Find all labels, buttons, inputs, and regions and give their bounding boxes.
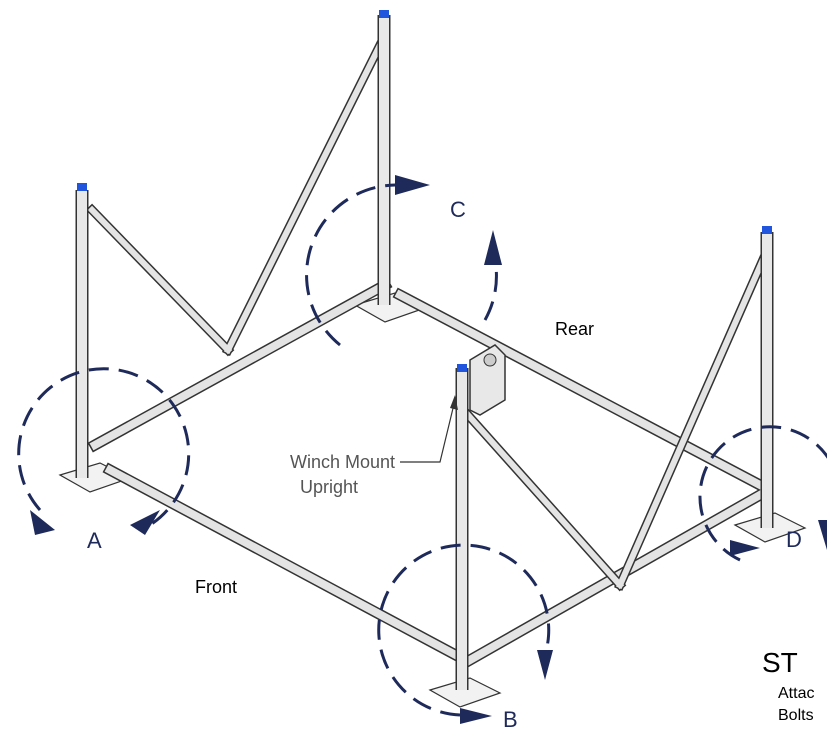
step-text: Attac <box>778 685 814 702</box>
label-c: C <box>450 197 466 222</box>
post-caps <box>77 10 772 372</box>
frame-diagram: C Rear Winch Mount Upright A Front D B S… <box>0 0 827 750</box>
leader-line <box>400 400 455 462</box>
label-winch: Upright <box>300 477 358 497</box>
label-a: A <box>87 528 102 553</box>
base-beams <box>95 285 760 660</box>
label-winch: Winch Mount <box>290 452 395 472</box>
step-title: ST <box>762 647 798 678</box>
posts <box>82 15 767 690</box>
label-front: Front <box>195 577 237 597</box>
step-text: Bolts <box>778 707 814 724</box>
label-d: D <box>786 527 802 552</box>
winch-hole <box>484 354 496 366</box>
label-b: B <box>503 707 518 732</box>
label-rear: Rear <box>555 319 594 339</box>
